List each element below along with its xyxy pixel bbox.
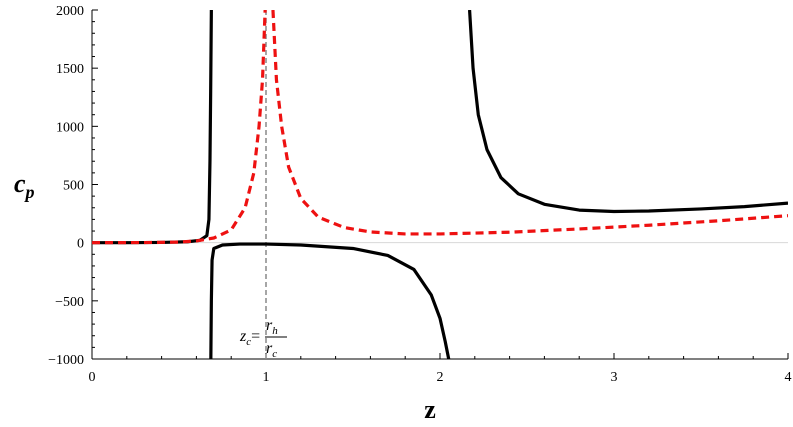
x-tick-label: 2	[437, 370, 444, 385]
y-axis-title-main: c	[14, 169, 26, 198]
y-tick-label: −1000	[48, 353, 84, 368]
annot-zc: zc=	[239, 328, 260, 348]
y-tick-label: 500	[63, 179, 84, 194]
annot-zc-sub: c	[246, 336, 251, 348]
critical-annotation: zc= rh rc	[239, 317, 287, 360]
annot-den-main: r	[266, 340, 273, 357]
y-tick-label: −500	[55, 295, 84, 310]
y-axis-title: cp	[14, 169, 35, 202]
series-0-segment-1	[209, 242, 451, 359]
y-tick-label: 1500	[56, 62, 84, 77]
y-tick-label: 1000	[56, 120, 84, 135]
series-0-segment-2	[467, 10, 788, 214]
x-tick-label: 1	[263, 370, 270, 385]
x-tick-label: 4	[785, 370, 792, 385]
axes	[91, 9, 789, 360]
x-axis-title: z	[424, 395, 436, 424]
x-tick-label: 3	[611, 370, 618, 385]
annot-zc-main: z	[239, 328, 247, 345]
annot-numerator: rh	[266, 317, 278, 337]
series-lines	[92, 10, 788, 359]
annot-den-sub: c	[272, 348, 277, 360]
series-1-segment-0	[92, 10, 267, 245]
tick-labels: 0 1 2 3 4 −1000 −500 0 500 1000 1500 2000	[48, 4, 791, 385]
y-tick-label: 0	[77, 237, 84, 252]
y-axis-title-sub: p	[24, 182, 35, 202]
y-tick-label: 2000	[56, 4, 84, 19]
annot-num-main: r	[266, 317, 273, 334]
series-1-segment-1	[271, 10, 788, 236]
annot-denominator: rc	[266, 340, 277, 360]
annot-num-sub: h	[272, 325, 278, 337]
annot-eq: =	[251, 328, 260, 345]
series-0-segment-0	[92, 10, 213, 245]
x-tick-label: 0	[89, 370, 96, 385]
